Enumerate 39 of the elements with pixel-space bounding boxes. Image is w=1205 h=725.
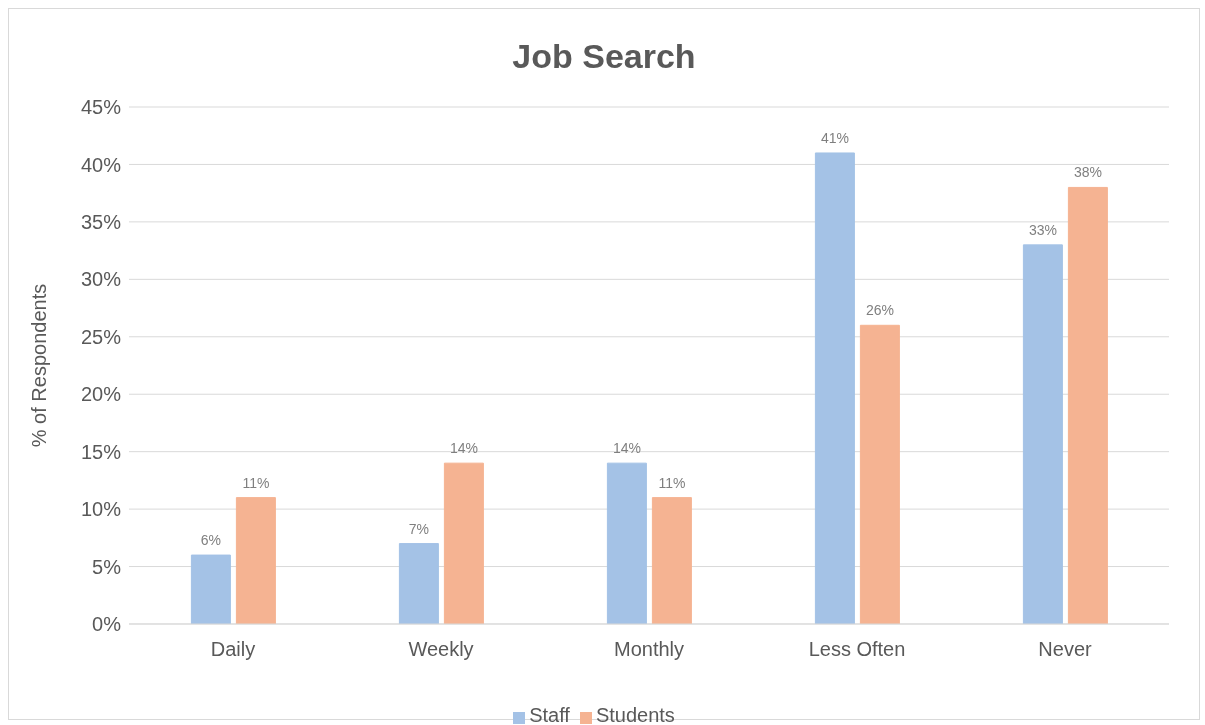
data-label: 7% bbox=[408, 520, 430, 537]
data-label: 26% bbox=[865, 302, 894, 319]
x-tick-label: Less Often bbox=[808, 638, 906, 661]
y-tick-label: 45% bbox=[80, 96, 122, 119]
chart-title: Job Search bbox=[511, 36, 697, 77]
y-tick-label: 30% bbox=[80, 268, 122, 291]
bar bbox=[651, 497, 692, 624]
legend-label: Staff bbox=[529, 704, 570, 725]
data-label: 38% bbox=[1073, 164, 1102, 181]
y-tick-label: 10% bbox=[80, 498, 122, 521]
y-tick-label: 0% bbox=[92, 613, 122, 636]
y-tick-label: 25% bbox=[80, 325, 122, 348]
data-label: 6% bbox=[200, 532, 222, 549]
data-label: 41% bbox=[820, 129, 849, 146]
x-tick-label: Weekly bbox=[408, 638, 474, 661]
bar bbox=[190, 554, 231, 624]
y-tick-label: 40% bbox=[80, 153, 122, 176]
data-label: 14% bbox=[449, 440, 478, 457]
x-tick-label: Never bbox=[1038, 638, 1093, 661]
bar bbox=[398, 543, 439, 624]
data-label: 14% bbox=[612, 440, 641, 457]
x-tick-label: Monthly bbox=[613, 638, 685, 661]
bar bbox=[1022, 244, 1063, 624]
x-tick-label: Daily bbox=[210, 638, 256, 661]
data-label: 11% bbox=[242, 474, 270, 491]
y-tick-label: 5% bbox=[92, 555, 122, 578]
y-axis-title: % of Respondents bbox=[28, 283, 51, 448]
bar bbox=[443, 462, 484, 624]
bar bbox=[859, 324, 900, 624]
bar bbox=[1067, 186, 1108, 624]
y-tick-label: 15% bbox=[80, 440, 122, 463]
data-label: 33% bbox=[1028, 221, 1057, 238]
data-label: 11% bbox=[658, 474, 686, 491]
y-tick-label: 35% bbox=[80, 210, 122, 233]
legend-label: Students bbox=[595, 704, 675, 725]
y-tick-label: 20% bbox=[80, 383, 122, 406]
bar bbox=[606, 462, 647, 624]
bar bbox=[235, 497, 276, 624]
bar bbox=[814, 152, 855, 624]
